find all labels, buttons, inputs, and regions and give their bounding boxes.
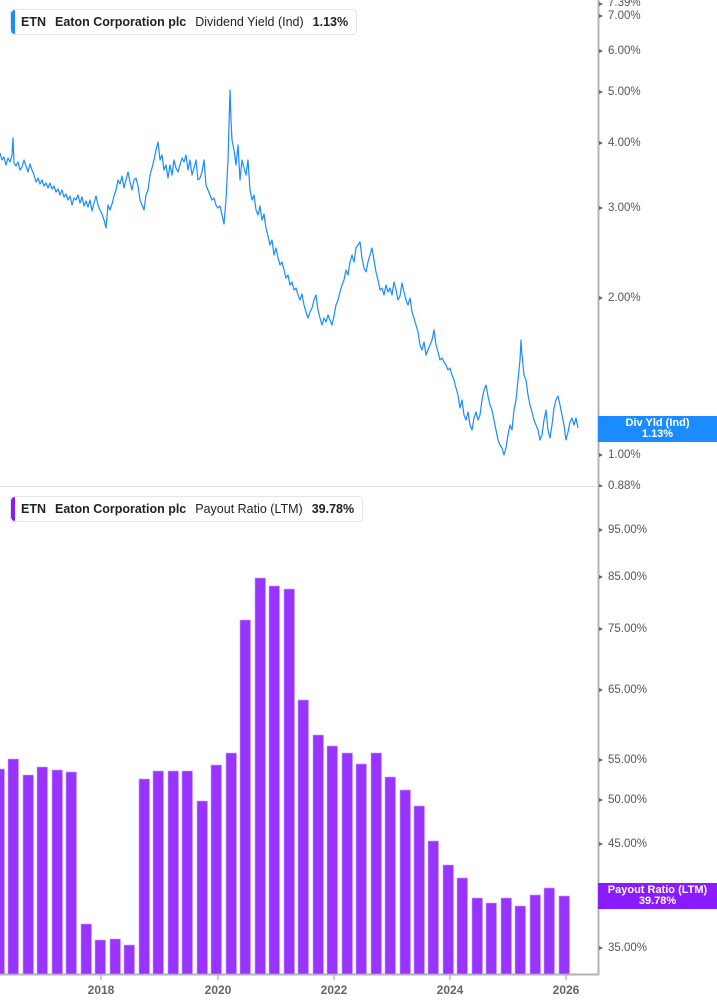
y-tick-label: 3.00% [608,202,641,214]
bar [326,745,338,975]
bar [427,840,439,975]
bar [529,894,541,975]
bar [456,877,468,975]
legend-ticker: ETN [21,15,46,29]
tag-label: Payout Ratio (LTM) [607,884,708,896]
y-tick-label: 5.00% [608,86,641,98]
bar [80,923,92,975]
y-tick-label: 85.00% [608,571,648,583]
bar [7,758,19,975]
y-tick-label: 4.00% [608,137,641,149]
y-tick-label: 2.00% [608,292,641,304]
legend-metric: Payout Ratio (LTM) [195,502,303,516]
y-tick-label: 1.00% [608,449,641,461]
bar [225,752,237,975]
payout-ratio-legend: ETN Eaton Corporation plc Payout Ratio (… [10,496,364,522]
x-axis-label: 2026 [552,983,580,997]
bar [514,905,526,975]
bar [22,774,34,975]
y-axis-ticks [599,528,603,950]
bar [94,939,106,975]
bar [355,763,367,975]
legend-color-marker [11,497,15,521]
dividend-yield-line [0,89,579,456]
bar [36,766,48,975]
dividend-yield-chart [0,0,603,487]
y-tick-label: 55.00% [608,754,648,766]
x-axis-label: 2024 [436,983,464,997]
payout-ratio-chart [0,487,603,980]
legend-color-marker [11,10,15,34]
bar [413,805,425,975]
x-axis-label: 2022 [320,983,348,997]
bar [471,897,483,975]
bar [181,770,193,975]
legend-value: 39.78% [311,502,355,516]
y-tick-label: 65.00% [608,684,648,696]
dividend-yield-value-tag: Div Yld (Ind) 1.13% [598,416,717,442]
legend-company: Eaton Corporation plc [55,15,187,29]
tag-value: 39.78% [638,895,677,907]
legend-metric: Dividend Yield (Ind) [195,15,304,29]
bar [167,770,179,975]
bar [268,585,280,975]
bar [500,897,512,975]
bar [399,789,411,975]
bar [558,895,570,975]
x-axis-label: 2018 [87,983,115,997]
dividend-yield-panel: ETN Eaton Corporation plc Dividend Yield… [0,0,717,492]
bar [123,944,135,975]
bar [384,776,396,975]
x-axis-label: 2020 [204,983,232,997]
bar [0,768,5,975]
y-tick-label: 95.00% [608,524,648,536]
bar [370,752,382,975]
y-tick-label: 45.00% [608,838,648,850]
bar [254,577,266,975]
bar [51,769,63,975]
y-tick-label: 6.00% [608,45,641,57]
bar [297,699,309,975]
y-tick-label: 50.00% [608,794,648,806]
bar [283,588,295,975]
payout-ratio-panel: ETN Eaton Corporation plc Payout Ratio (… [0,487,717,1005]
bar [239,619,251,975]
tag-value: 1.13% [641,428,674,440]
bar [210,764,222,975]
bar [312,734,324,975]
y-tick-label: 35.00% [608,942,648,954]
y-tick-label: 0.88% [608,480,641,492]
bar [138,778,150,975]
payout-ratio-value-tag: Payout Ratio (LTM) 39.78% [598,883,717,909]
bar [152,770,164,975]
y-axis-ticks [599,2,603,487]
bar [485,902,497,975]
bar [109,938,121,975]
legend-value: 1.13% [312,15,349,29]
x-axis-ticks [100,975,567,980]
tag-label: Div Yld (Ind) [625,417,690,429]
legend-company: Eaton Corporation plc [55,502,187,516]
y-tick-label: 7.00% [608,10,641,22]
payout-ratio-bars [0,577,570,975]
dividend-yield-legend: ETN Eaton Corporation plc Dividend Yield… [10,9,358,35]
bar [341,752,353,975]
y-tick-label: 7.39% [608,0,641,9]
bar [543,887,555,975]
legend-ticker: ETN [21,502,46,516]
bar [442,864,454,975]
y-tick-label: 75.00% [608,623,648,635]
bar [65,771,77,975]
bar [196,800,208,975]
